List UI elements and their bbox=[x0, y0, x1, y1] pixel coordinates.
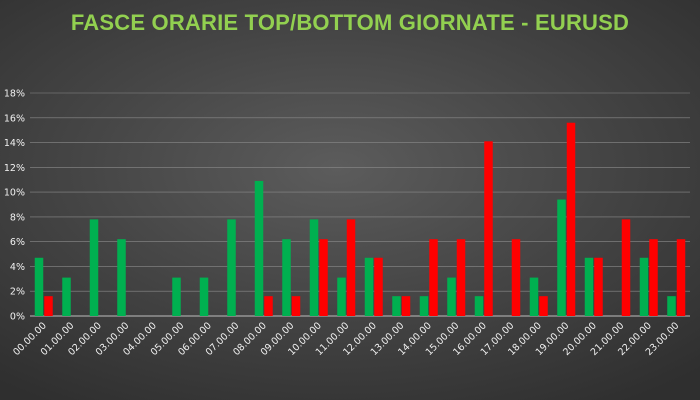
bar-red bbox=[566, 122, 576, 316]
bar-green bbox=[392, 296, 401, 316]
bar-red bbox=[429, 239, 438, 316]
bar-red bbox=[621, 219, 631, 316]
x-axis-ticks: 00.00.0001.00.0002.00.0003.00.0004.00.00… bbox=[11, 320, 681, 358]
bar-red bbox=[484, 141, 493, 316]
bar-green bbox=[309, 219, 319, 316]
bar-red bbox=[539, 296, 548, 316]
bar-green bbox=[474, 296, 484, 316]
bar-red bbox=[594, 257, 603, 316]
bar-green bbox=[667, 296, 676, 316]
y-tick-label: 6% bbox=[10, 237, 25, 248]
bar-red bbox=[401, 296, 411, 316]
y-tick-label: 4% bbox=[10, 262, 25, 273]
bar-green bbox=[199, 277, 209, 316]
bar-red bbox=[374, 257, 383, 316]
bar-green bbox=[34, 257, 44, 316]
bars bbox=[34, 122, 686, 316]
bar-red bbox=[346, 219, 356, 316]
bar-green bbox=[639, 257, 649, 316]
bar-green bbox=[282, 239, 291, 316]
y-tick-label: 0% bbox=[10, 312, 25, 323]
bar-green bbox=[172, 277, 181, 316]
bar-red bbox=[456, 239, 466, 316]
y-tick-label: 18% bbox=[4, 89, 25, 100]
bar-red bbox=[44, 296, 53, 316]
bar-green bbox=[584, 257, 594, 316]
bar-red bbox=[264, 296, 273, 316]
chart-title: FASCE ORARIE TOP/BOTTOM GIORNATE - EURUS… bbox=[70, 10, 630, 35]
bar-red bbox=[291, 296, 301, 316]
bar-green bbox=[89, 219, 99, 316]
bar-green bbox=[62, 277, 71, 316]
bar-green bbox=[364, 257, 374, 316]
bar-red bbox=[676, 239, 686, 316]
bar-green bbox=[419, 296, 429, 316]
y-tick-label: 14% bbox=[4, 138, 25, 149]
y-tick-label: 10% bbox=[4, 188, 25, 199]
gridlines bbox=[30, 92, 690, 317]
bar-green bbox=[529, 277, 539, 316]
y-tick-label: 8% bbox=[10, 212, 25, 223]
bar-red bbox=[649, 239, 658, 316]
bar-green bbox=[447, 277, 456, 316]
bar-green bbox=[254, 180, 264, 316]
bar-green bbox=[337, 277, 346, 316]
y-tick-label: 16% bbox=[4, 113, 25, 124]
bar-green bbox=[557, 199, 566, 316]
bar-green bbox=[227, 219, 236, 316]
bar-red bbox=[511, 239, 521, 316]
bar-green bbox=[117, 239, 126, 316]
y-axis-ticks: 0% 2% 4% 6% 8% 10% 12% 14% 16% 18% bbox=[4, 89, 25, 323]
y-tick-label: 2% bbox=[10, 287, 25, 298]
y-tick-label: 12% bbox=[4, 163, 25, 174]
bar-red bbox=[319, 239, 328, 316]
